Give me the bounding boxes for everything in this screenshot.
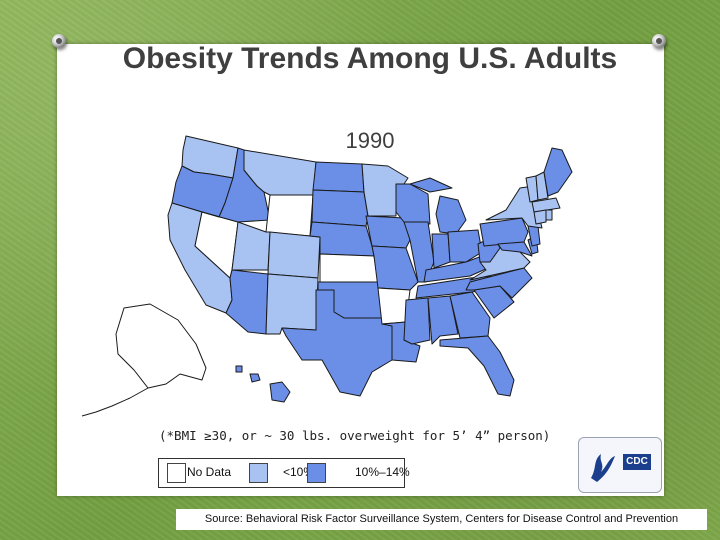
state-MS	[403, 297, 431, 345]
state-NM	[265, 273, 319, 335]
page-title: Obesity Trends Among U.S. Adults	[122, 42, 618, 75]
state-MI-UP	[409, 177, 453, 193]
state-AZ	[225, 269, 269, 335]
pushpin-right-icon	[652, 34, 666, 48]
state-OH	[447, 229, 483, 263]
state-FL	[439, 335, 515, 397]
state-NC	[465, 267, 533, 299]
state-NE	[309, 221, 375, 257]
state-ME	[543, 147, 573, 197]
alaska-chain	[81, 387, 149, 417]
cdc-logo: CDC	[578, 437, 662, 493]
state-HI	[269, 381, 291, 403]
state-MO	[371, 245, 419, 291]
pushpin-left-icon	[52, 34, 66, 48]
year-label: 1990	[345, 128, 395, 153]
state-PA	[479, 217, 529, 247]
legend-label-under-10: <10%	[283, 465, 315, 479]
state-MD	[497, 241, 533, 257]
legend-swatch-10-14	[307, 463, 326, 483]
legend-label-no-data: No Data	[187, 465, 232, 479]
state-SD	[311, 189, 369, 227]
state-IA	[365, 215, 411, 249]
state-HI-2	[249, 373, 261, 383]
state-TX	[281, 289, 393, 397]
state-ID	[201, 147, 271, 223]
state-IN	[431, 233, 451, 269]
source-caption: Source: Behavioral Risk Factor Surveilla…	[176, 509, 707, 530]
state-CT	[533, 209, 547, 225]
state-CO	[267, 231, 321, 279]
state-HI-3	[235, 365, 243, 373]
legend-label-10-14: 10%–14%	[355, 465, 410, 479]
state-MA	[531, 197, 561, 213]
bmi-footnote: (*BMI ≥30, or ~ 30 lbs. overweight for 5…	[159, 428, 551, 443]
hhs-eagle-icon	[591, 454, 615, 482]
state-AL	[427, 295, 459, 345]
state-GA	[449, 291, 491, 339]
state-KS	[319, 253, 379, 283]
cdc-logo-text: CDC	[623, 454, 651, 470]
state-AK	[115, 303, 207, 389]
state-WY	[265, 194, 314, 237]
state-UT	[231, 221, 271, 271]
state-RI	[545, 209, 553, 221]
state-ND	[312, 161, 365, 193]
map-legend: No Data <10% 10%–14%	[158, 458, 410, 488]
state-MI	[435, 195, 467, 235]
legend-swatch-under-10	[249, 463, 268, 483]
legend-swatch-no-data	[167, 463, 186, 483]
